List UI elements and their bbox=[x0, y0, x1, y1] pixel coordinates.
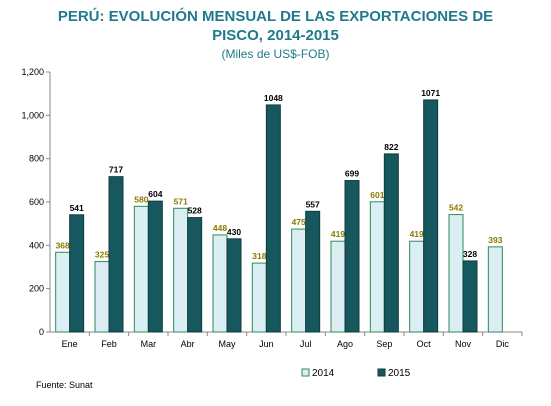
x-tick-label: Ene bbox=[62, 339, 78, 349]
bar-2015-nov bbox=[462, 260, 478, 333]
bar-2014-dic bbox=[487, 246, 503, 333]
data-label: 571 bbox=[174, 196, 188, 206]
legend-label-2015: 2015 bbox=[388, 368, 411, 379]
y-tick-label: 600 bbox=[29, 197, 44, 207]
bar-2015-ene bbox=[69, 214, 85, 333]
legend-swatch-2014 bbox=[301, 368, 310, 377]
source-note: Fuente: Sunat bbox=[36, 380, 93, 390]
data-label: 541 bbox=[70, 203, 84, 213]
x-tick-label: Jun bbox=[259, 339, 274, 349]
bar-2014-jul bbox=[291, 228, 307, 333]
bar-2015-abr bbox=[187, 217, 203, 333]
bar-2015-sep bbox=[383, 153, 399, 333]
bar-2014-sep bbox=[369, 201, 385, 333]
data-label: 328 bbox=[463, 249, 477, 259]
data-label: 1048 bbox=[264, 93, 283, 103]
bar-2014-mar bbox=[133, 205, 149, 333]
data-label: 580 bbox=[134, 194, 148, 204]
x-tick-label: Dic bbox=[496, 339, 509, 349]
bar-2014-nov bbox=[448, 214, 464, 333]
bar-2014-may bbox=[212, 234, 228, 333]
bar-2015-mar bbox=[147, 200, 163, 333]
bar-2015-oct bbox=[423, 99, 439, 333]
data-label: 542 bbox=[449, 203, 463, 213]
data-label: 318 bbox=[252, 251, 266, 261]
bar-2015-jul bbox=[305, 210, 321, 333]
bar-2014-ene bbox=[55, 251, 71, 333]
data-label: 393 bbox=[488, 235, 502, 245]
x-tick-label: Feb bbox=[101, 339, 117, 349]
bar-2015-may bbox=[226, 238, 242, 333]
bar-2015-jun bbox=[265, 104, 281, 333]
legend-label-2014: 2014 bbox=[312, 368, 335, 379]
bar-2014-jun bbox=[251, 262, 267, 333]
legend-swatch-2015 bbox=[377, 368, 386, 377]
chart-title-line-2: PISCO, 2014-2015 bbox=[212, 27, 339, 44]
data-label: 528 bbox=[188, 206, 202, 216]
data-label: 601 bbox=[370, 190, 384, 200]
y-tick-label: 0 bbox=[39, 327, 44, 337]
bar-2014-abr bbox=[173, 207, 189, 333]
x-tick-label: Oct bbox=[417, 339, 432, 349]
x-tick-label: Sep bbox=[376, 339, 392, 349]
x-tick-label: Mar bbox=[141, 339, 157, 349]
bar-2014-oct bbox=[409, 240, 425, 333]
data-label: 717 bbox=[109, 165, 123, 175]
bar-2014-feb bbox=[94, 261, 110, 333]
data-label: 430 bbox=[227, 227, 241, 237]
y-tick-label: 400 bbox=[29, 240, 44, 250]
x-tick-label: Ago bbox=[337, 339, 353, 349]
y-tick-label: 1,200 bbox=[21, 67, 44, 77]
data-label: 448 bbox=[213, 223, 227, 233]
data-label: 1071 bbox=[421, 88, 440, 98]
x-tick-label: Nov bbox=[455, 339, 472, 349]
data-label: 699 bbox=[345, 169, 359, 179]
bar-2015-ago bbox=[344, 180, 360, 333]
y-tick-label: 800 bbox=[29, 154, 44, 164]
x-tick-label: Abr bbox=[181, 339, 195, 349]
chart-title-line-1: PERÚ: EVOLUCIÓN MENSUAL DE LAS EXPORTACI… bbox=[57, 8, 494, 25]
y-tick-label: 200 bbox=[29, 284, 44, 294]
data-label: 325 bbox=[95, 250, 109, 260]
data-label: 475 bbox=[292, 217, 306, 227]
data-label: 419 bbox=[331, 229, 345, 239]
x-tick-label: May bbox=[218, 339, 236, 349]
data-label: 604 bbox=[148, 189, 162, 199]
data-label: 557 bbox=[306, 199, 320, 209]
data-label: 419 bbox=[410, 229, 424, 239]
y-tick-label: 1,000 bbox=[21, 110, 44, 120]
bar-2015-feb bbox=[108, 176, 124, 333]
x-tick-label: Jul bbox=[300, 339, 312, 349]
data-label: 822 bbox=[384, 142, 398, 152]
bar-2014-ago bbox=[330, 240, 346, 333]
chart-subtitle: (Miles de US$-FOB) bbox=[221, 47, 330, 61]
data-label: 368 bbox=[56, 240, 70, 250]
